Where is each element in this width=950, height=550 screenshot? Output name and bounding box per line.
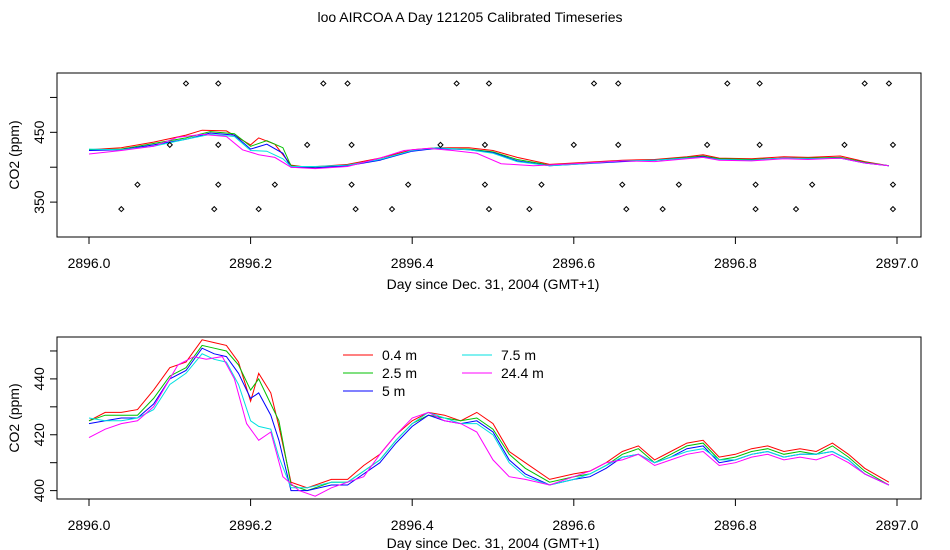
series-line-24-4-m xyxy=(88,133,889,170)
y-axis-label: CO2 (ppm) xyxy=(6,120,22,189)
data-marker xyxy=(255,205,262,213)
x-axis-label: Day since Dec. 31, 2004 (GMT+1) xyxy=(387,276,600,292)
data-marker xyxy=(344,80,351,87)
data-marker xyxy=(792,205,800,213)
series-line-5-m xyxy=(88,347,890,492)
data-marker xyxy=(118,205,125,213)
data-marker xyxy=(320,80,327,87)
y-tick-label: 440 xyxy=(31,367,47,391)
data-marker xyxy=(437,141,444,149)
data-marker xyxy=(485,205,493,213)
x-axis-label: Day since Dec. 31, 2004 (GMT+1) xyxy=(387,535,600,550)
plot-frame xyxy=(56,336,922,500)
data-marker xyxy=(659,205,666,213)
data-marker xyxy=(703,141,711,149)
data-marker xyxy=(215,141,222,149)
data-marker xyxy=(388,205,396,213)
data-marker xyxy=(623,205,630,213)
legend-label: 24.4 m xyxy=(501,365,544,381)
data-marker xyxy=(166,141,174,149)
series-line-24-4-m xyxy=(88,356,890,497)
x-tick-label: 2896.2 xyxy=(229,255,272,271)
legend-label: 2.5 m xyxy=(382,365,417,381)
data-marker xyxy=(526,205,533,213)
data-marker xyxy=(404,181,412,188)
data-marker xyxy=(885,80,893,87)
plot-frame xyxy=(56,72,922,238)
data-marker xyxy=(134,181,141,188)
data-marker xyxy=(481,181,489,188)
x-tick-label: 2897.0 xyxy=(876,255,919,271)
data-marker xyxy=(352,205,359,213)
data-marker xyxy=(570,141,578,149)
legend-label: 7.5 m xyxy=(501,347,536,363)
data-marker xyxy=(348,181,355,188)
data-marker xyxy=(675,181,683,188)
x-tick-label: 2896.6 xyxy=(552,255,595,271)
data-marker xyxy=(590,80,598,87)
data-marker xyxy=(841,141,848,149)
x-tick-label: 2896.8 xyxy=(714,517,757,533)
y-tick-label: 420 xyxy=(31,423,47,447)
x-tick-label: 2896.0 xyxy=(68,255,111,271)
x-tick-label: 2896.4 xyxy=(391,517,434,533)
x-tick-label: 2896.6 xyxy=(552,517,595,533)
series-line-2-5-m xyxy=(88,344,890,492)
data-marker xyxy=(808,181,816,188)
x-tick-label: 2896.4 xyxy=(391,255,434,271)
data-marker xyxy=(303,141,311,149)
y-tick-label: 400 xyxy=(31,479,47,503)
y-tick-label: 450 xyxy=(31,120,47,144)
x-tick-label: 2896.8 xyxy=(714,255,757,271)
data-marker xyxy=(756,80,763,87)
legend-label: 0.4 m xyxy=(382,347,417,363)
y-axis-label: CO2 (ppm) xyxy=(6,383,22,452)
series-line-2-5-m xyxy=(88,131,889,169)
page-title: loo AIRCOA A Day 121205 Calibrated Times… xyxy=(317,9,623,25)
data-marker xyxy=(615,80,622,87)
y-tick-label: 350 xyxy=(31,190,47,214)
data-marker xyxy=(453,80,460,87)
series-line-0-4-m xyxy=(88,339,890,489)
data-marker xyxy=(889,141,897,149)
top-panel-chart: 2896.0 2896.2 2896.4 2896.6 2896.8 2897.0 Day … xyxy=(6,72,922,292)
data-marker xyxy=(889,181,897,188)
series-line-7-5-m xyxy=(88,133,889,167)
data-marker xyxy=(724,80,731,87)
data-marker xyxy=(182,80,190,87)
data-marker xyxy=(889,205,897,213)
series-line-0-4-m xyxy=(88,129,889,168)
data-marker xyxy=(615,141,622,149)
data-marker xyxy=(756,141,763,149)
data-marker xyxy=(215,80,222,87)
data-marker xyxy=(348,141,355,149)
data-marker xyxy=(752,205,759,213)
data-marker xyxy=(211,205,218,213)
bottom-panel-chart: 2896.0 2896.2 2896.4 2896.6 2896.8 2897.0 Day … xyxy=(6,336,922,550)
legend-label: 5 m xyxy=(382,383,405,399)
data-marker xyxy=(619,181,626,188)
data-marker xyxy=(861,80,868,87)
data-marker xyxy=(752,181,759,188)
data-marker xyxy=(215,181,222,188)
data-marker xyxy=(485,80,493,87)
x-tick-label: 2896.2 xyxy=(229,517,272,533)
data-marker xyxy=(481,141,489,149)
data-marker xyxy=(271,181,279,188)
x-tick-label: 2897.0 xyxy=(876,517,919,533)
x-tick-label: 2896.0 xyxy=(68,517,111,533)
data-marker xyxy=(538,181,545,188)
